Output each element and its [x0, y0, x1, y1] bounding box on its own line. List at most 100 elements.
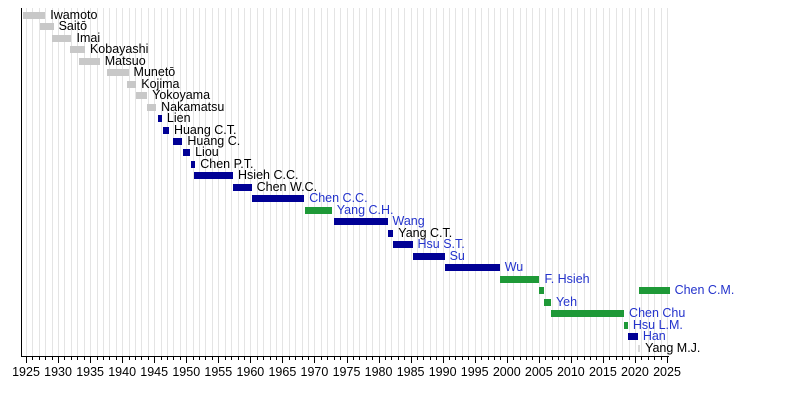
year-gridline: [96, 8, 98, 356]
year-gridline: [654, 8, 656, 356]
mayor-name-label[interactable]: Yeh: [555, 294, 578, 309]
year-gridline: [500, 8, 502, 356]
x-axis-minor-tick: [77, 357, 79, 360]
x-axis-minor-tick: [83, 357, 85, 360]
year-gridline: [340, 8, 342, 356]
x-axis-major-tick: [314, 357, 316, 363]
axis-tick-label: 2025: [653, 365, 681, 379]
mayor-name-label[interactable]: Wang: [392, 214, 425, 229]
year-gridline: [186, 8, 188, 356]
x-axis-minor-tick: [449, 357, 451, 360]
year-gridline: [384, 8, 386, 356]
mayor-name-label[interactable]: F. Hsieh: [544, 271, 590, 286]
axis-tick-label: 1950: [172, 365, 201, 379]
x-axis-major-tick: [506, 357, 508, 363]
year-gridline: [173, 8, 175, 356]
mayor-name-label[interactable]: Wu: [504, 260, 524, 275]
term-bar-chen-c-m: [539, 287, 544, 295]
year-gridline: [545, 8, 547, 356]
x-axis-minor-tick: [192, 357, 194, 360]
year-gridline: [423, 8, 425, 356]
x-axis-minor-tick: [115, 357, 117, 360]
x-axis-minor-tick: [558, 357, 560, 360]
mayor-name-label: Chen W.C.: [256, 179, 318, 194]
year-gridline: [90, 8, 92, 356]
x-axis-major-tick: [474, 357, 476, 363]
term-bar-munet: [107, 69, 129, 77]
year-gridline: [243, 8, 245, 356]
year-gridline: [365, 8, 367, 356]
mayor-name-label[interactable]: Yang C.H.: [336, 202, 394, 217]
x-axis-minor-tick: [372, 357, 374, 360]
mayor-name-label[interactable]: Hsu L.M.: [632, 317, 683, 332]
mayor-name-label[interactable]: Chen C.M.: [674, 283, 735, 298]
term-bar-yang-c-h: [304, 206, 332, 214]
year-gridline: [250, 8, 252, 356]
term-bar-f-hsieh: [499, 275, 540, 283]
plot-left-border: [21, 8, 22, 356]
term-bar-wu: [445, 264, 500, 272]
x-axis-minor-tick: [199, 357, 201, 360]
year-gridline: [378, 8, 380, 356]
term-bar-chen-p-t: [190, 160, 196, 168]
x-axis-minor-tick: [583, 357, 585, 360]
year-gridline: [622, 8, 624, 356]
year-gridline: [564, 8, 566, 356]
year-gridline: [590, 8, 592, 356]
year-gridline: [301, 8, 303, 356]
axis-tick-label: 2000: [492, 365, 521, 379]
x-axis-minor-tick: [243, 357, 245, 360]
x-axis-major-tick: [538, 357, 540, 363]
axis-tick-label: 1990: [428, 365, 457, 379]
x-axis-major-tick: [26, 357, 27, 363]
mayor-name-label[interactable]: Su: [449, 248, 465, 263]
year-gridline: [558, 8, 560, 356]
year-gridline: [211, 8, 213, 356]
axis-tick-label: 1985: [396, 365, 425, 379]
year-gridline: [506, 8, 508, 356]
mayor-name-label: Yang M.J.: [645, 340, 701, 355]
mayor-name-label[interactable]: Chen C.C.: [309, 191, 368, 206]
year-gridline: [417, 8, 418, 356]
year-gridline: [275, 8, 277, 356]
x-axis-minor-tick: [340, 357, 342, 360]
axis-tick-label: 1995: [460, 365, 489, 379]
mayor-name-label: Matsuo: [104, 53, 146, 68]
x-axis-minor-tick: [263, 357, 265, 360]
year-gridline: [70, 8, 72, 356]
year-gridline: [269, 8, 271, 356]
term-bar-yeh: [543, 298, 551, 306]
x-axis-major-tick: [154, 357, 156, 363]
x-axis-minor-tick: [301, 357, 303, 360]
axis-tick-label: 2005: [524, 365, 553, 379]
term-bar-nakamatsu: [147, 103, 157, 111]
x-axis-minor-tick: [173, 357, 175, 360]
x-axis-minor-tick: [365, 357, 367, 360]
year-gridline: [667, 8, 668, 356]
year-gridline: [455, 8, 457, 356]
year-gridline: [532, 8, 534, 356]
year-gridline: [160, 8, 162, 356]
mayor-name-label: Hsieh C.C.: [238, 168, 299, 183]
term-bar-huang-c-t: [163, 126, 169, 134]
x-axis-minor-tick: [647, 357, 649, 360]
axis-tick-label: 1965: [268, 365, 297, 379]
x-axis-minor-tick: [160, 357, 162, 360]
year-gridline: [615, 8, 617, 356]
year-gridline: [352, 8, 354, 356]
year-gridline: [320, 8, 322, 356]
mayor-name-label[interactable]: Chen Chu: [629, 306, 686, 321]
mayor-name-label[interactable]: Hsu S.T.: [417, 237, 465, 252]
year-gridline: [231, 8, 233, 356]
x-axis-minor-tick: [308, 357, 310, 360]
x-axis-minor-tick: [622, 357, 624, 360]
mayor-name-label[interactable]: Han: [642, 329, 666, 344]
x-axis-minor-tick: [404, 357, 406, 360]
x-axis-major-tick: [667, 357, 668, 363]
x-axis-minor-tick: [654, 357, 656, 360]
axis-tick-label: 1935: [76, 365, 104, 379]
axis-tick-label: 1925: [12, 365, 40, 379]
year-gridline: [596, 8, 598, 356]
x-axis-major-tick: [218, 357, 220, 363]
x-axis-minor-tick: [397, 357, 399, 360]
